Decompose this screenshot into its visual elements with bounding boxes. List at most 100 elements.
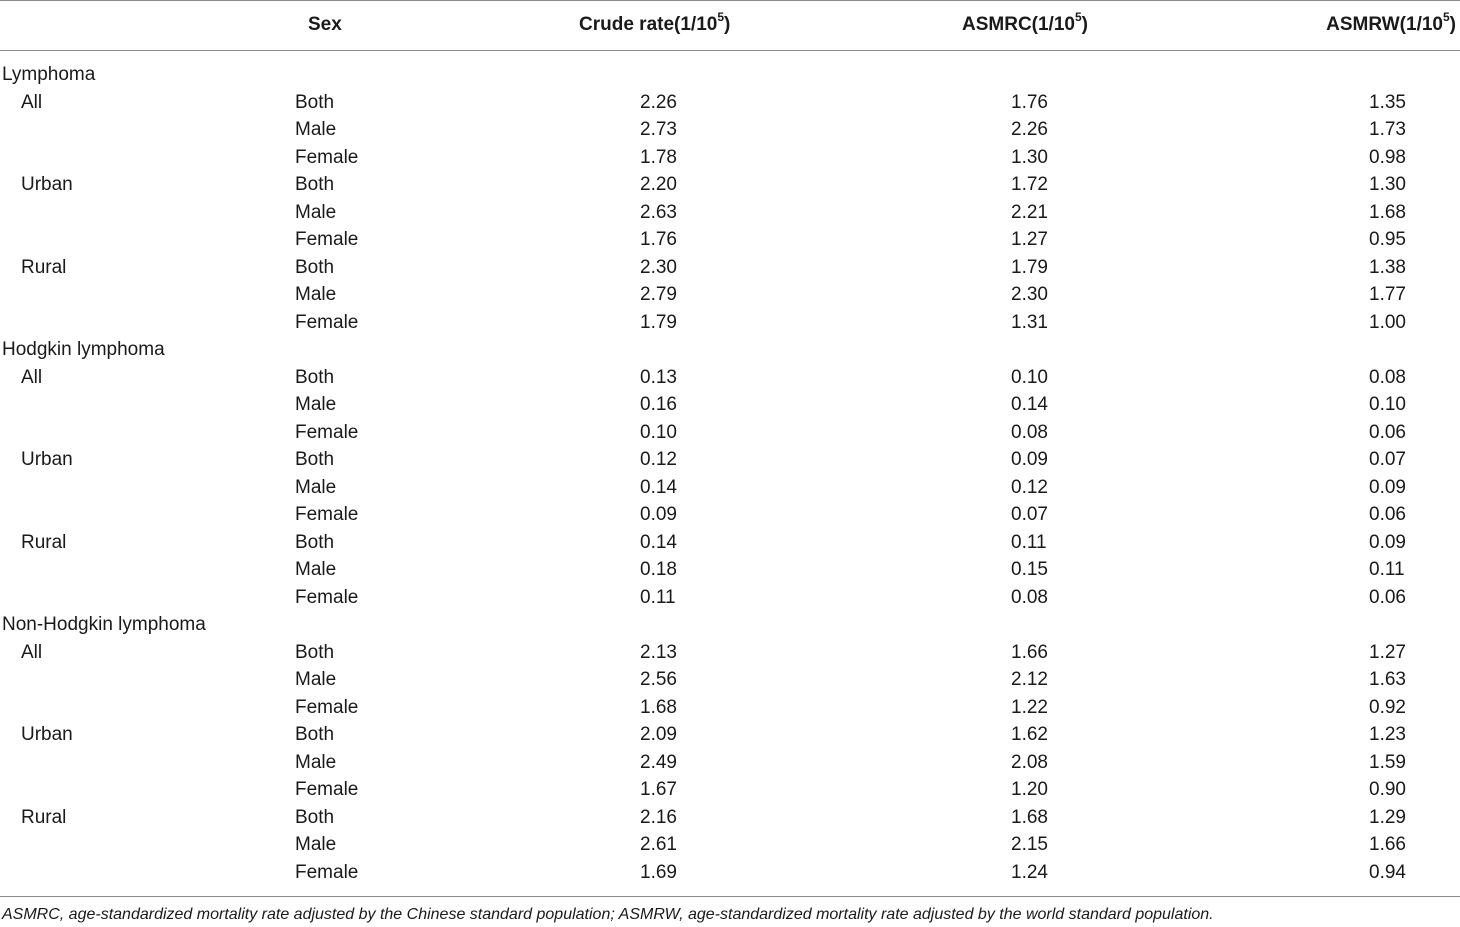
sex-cell: Female (295, 229, 359, 250)
asmrw-cell: 1.38 (1369, 256, 1406, 278)
asmrc-cell: 2.08 (1011, 751, 1048, 773)
crude-rate-cell: 1.69 (640, 861, 677, 883)
asmrw-cell: 0.09 (1369, 531, 1406, 553)
sex-cell: Both (295, 449, 335, 470)
crude-rate-cell: 1.78 (640, 146, 677, 168)
section-row: Hodgkin lymphoma (0, 336, 1460, 364)
asmrc-cell: 1.24 (1011, 861, 1048, 883)
asmrw-cell: 0.07 (1369, 449, 1406, 470)
table-row: Male 0.14 0.12 0.09 (0, 474, 1460, 502)
sex-cell: Male (295, 476, 337, 498)
table-row: Female 1.68 1.22 0.92 (0, 694, 1460, 722)
asmrc-cell: 1.31 (1011, 311, 1048, 333)
sex-cell: Male (295, 394, 337, 415)
table-body: Lymphoma All Both 2.26 1.76 1.35 Male 2.73 2.26 1… (0, 61, 1460, 886)
crude-rate-cell: 2.79 (640, 284, 677, 305)
header-sex-label: Sex (308, 14, 342, 35)
table-row: Rural Both 2.30 1.79 1.38 (0, 254, 1460, 282)
sex-cell: Female (295, 504, 359, 525)
header-asmrc: ASMRC(1/105) (962, 11, 1088, 37)
table-row: Rural Both 0.14 0.11 0.09 (0, 529, 1460, 557)
table-row: Male 2.63 2.21 1.68 (0, 199, 1460, 227)
asmrc-cell: 1.62 (1011, 724, 1048, 745)
sex-cell: Male (295, 201, 337, 223)
table-header-rule (0, 50, 1460, 51)
header-crude-label: Crude rate(1/10 (579, 14, 718, 35)
sex-cell: Male (295, 559, 337, 580)
asmrc-cell: 1.72 (1011, 174, 1048, 195)
table-row: Female 0.11 0.08 0.06 (0, 584, 1460, 612)
table-row: Female 0.09 0.07 0.06 (0, 501, 1460, 529)
asmrc-cell: 2.30 (1011, 284, 1048, 305)
table-row: Male 2.79 2.30 1.77 (0, 281, 1460, 309)
asmrw-cell: 1.68 (1369, 201, 1406, 223)
table-row: Male 2.61 2.15 1.66 (0, 831, 1460, 859)
asmrc-cell: 0.08 (1011, 421, 1048, 443)
section-title: Lymphoma (2, 64, 96, 85)
sex-cell: Male (295, 119, 337, 140)
asmrc-cell: 0.12 (1011, 476, 1048, 498)
header-crude-close: ) (724, 14, 731, 35)
sex-cell: Male (295, 284, 337, 305)
asmrw-cell: 0.08 (1369, 366, 1406, 388)
header-sex: Sex (308, 13, 342, 37)
region-label: Rural (21, 256, 67, 278)
region-label: All (21, 641, 43, 663)
asmrw-cell: 1.35 (1369, 91, 1406, 113)
header-asmrw-label: ASMRW(1/10 (1326, 14, 1443, 35)
crude-rate-cell: 0.09 (640, 504, 677, 525)
crude-rate-cell: 2.56 (640, 669, 677, 690)
region-label: Urban (21, 174, 73, 195)
table-row: Female 1.67 1.20 0.90 (0, 776, 1460, 804)
sex-cell: Female (295, 779, 359, 800)
asmrw-cell: 0.10 (1369, 394, 1406, 415)
crude-rate-cell: 0.12 (640, 449, 677, 470)
asmrw-cell: 1.59 (1369, 751, 1406, 773)
asmrc-cell: 2.12 (1011, 669, 1048, 690)
asmrc-cell: 0.08 (1011, 586, 1048, 608)
table-row: Urban Both 2.09 1.62 1.23 (0, 721, 1460, 749)
sex-cell: Male (295, 669, 337, 690)
sex-cell: Female (295, 586, 359, 608)
header-crude-exponent: 5 (717, 9, 725, 24)
asmrw-cell: 0.90 (1369, 779, 1406, 800)
asmrw-cell: 1.77 (1369, 284, 1406, 305)
sex-cell: Female (295, 311, 359, 333)
table-row: Female 1.69 1.24 0.94 (0, 859, 1460, 887)
crude-rate-cell: 0.18 (640, 559, 677, 580)
asmrw-cell: 0.09 (1369, 476, 1406, 498)
asmrc-cell: 1.76 (1011, 91, 1048, 113)
asmrw-cell: 1.23 (1369, 724, 1406, 745)
crude-rate-cell: 0.14 (640, 531, 677, 553)
asmrc-cell: 2.15 (1011, 834, 1048, 855)
asmrc-cell: 1.22 (1011, 696, 1048, 718)
crude-rate-cell: 2.26 (640, 91, 677, 113)
section-row: Lymphoma (0, 61, 1460, 89)
sex-cell: Both (295, 641, 335, 663)
sex-cell: Both (295, 806, 335, 828)
table-row: All Both 2.26 1.76 1.35 (0, 89, 1460, 117)
asmrw-cell: 0.11 (1369, 559, 1405, 580)
table-row: Rural Both 2.16 1.68 1.29 (0, 804, 1460, 832)
asmrw-cell: 0.06 (1369, 504, 1406, 525)
asmrc-cell: 1.30 (1011, 146, 1048, 168)
sex-cell: Female (295, 421, 359, 443)
asmrw-cell: 1.73 (1369, 119, 1406, 140)
table-row: Male 0.18 0.15 0.11 (0, 556, 1460, 584)
asmrc-cell: 1.68 (1011, 806, 1048, 828)
table-row: Female 1.76 1.27 0.95 (0, 226, 1460, 254)
sex-cell: Female (295, 146, 359, 168)
table-row: All Both 0.13 0.10 0.08 (0, 364, 1460, 392)
sex-cell: Both (295, 256, 335, 278)
asmrw-cell: 1.30 (1369, 174, 1406, 195)
crude-rate-cell: 2.20 (640, 174, 677, 195)
header-asmrw-exponent: 5 (1442, 9, 1450, 24)
crude-rate-cell: 0.10 (640, 421, 677, 443)
sex-cell: Male (295, 834, 337, 855)
crude-rate-cell: 2.63 (640, 201, 677, 223)
asmrc-cell: 0.09 (1011, 449, 1048, 470)
header-crude-rate: Crude rate(1/105) (579, 9, 731, 37)
crude-rate-cell: 1.68 (640, 696, 677, 718)
asmrw-cell: 0.06 (1369, 421, 1406, 443)
sex-cell: Male (295, 751, 337, 773)
